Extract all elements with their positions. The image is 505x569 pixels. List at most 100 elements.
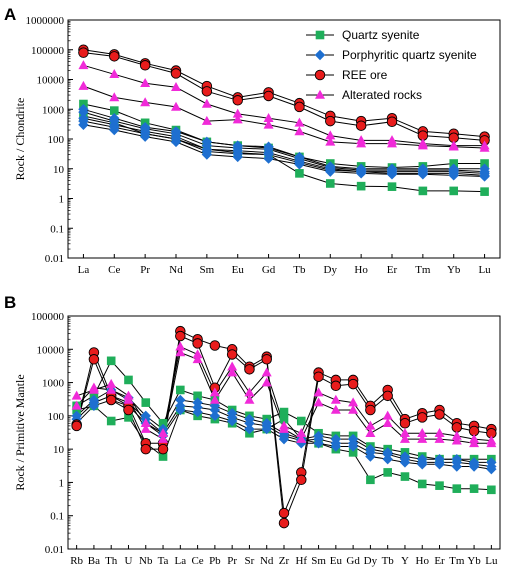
data-point-alterated-rocks: [201, 115, 212, 125]
data-point-quartz-syenite: [387, 182, 397, 191]
data-point-ree-ore: [170, 68, 182, 79]
legend-label: Alterated rocks: [342, 88, 422, 102]
series-line-ree-ore: [83, 52, 485, 141]
legend-item: Alterated rocks: [306, 88, 422, 102]
legend-label: REE ore: [342, 68, 388, 82]
data-point-quartz-syenite: [366, 475, 375, 485]
data-point-alterated-rocks: [451, 430, 462, 440]
data-point-porphyritic-quartz-syenite: [313, 438, 324, 449]
y-tick-label: 10: [53, 164, 65, 176]
data-point-ree-ore: [175, 330, 186, 342]
x-tick-label: Zr: [279, 555, 290, 567]
data-point-alterated-rocks: [448, 141, 459, 151]
data-point-porphyritic-quartz-syenite: [78, 119, 89, 131]
series-markers: [78, 44, 490, 196]
data-point-quartz-syenite: [449, 186, 459, 196]
data-point-alterated-rocks: [71, 400, 82, 410]
data-point-quartz-syenite: [480, 159, 489, 168]
legend-marker: [315, 30, 325, 40]
x-tick-label: Ce: [108, 264, 120, 276]
x-tick-label: Lu: [478, 264, 491, 276]
data-point-quartz-syenite: [279, 407, 289, 417]
data-point-ree-ore: [294, 101, 305, 113]
data-point-alterated-rocks: [192, 354, 203, 364]
data-point-quartz-syenite: [295, 169, 304, 178]
data-point-ree-ore: [399, 417, 411, 429]
data-point-quartz-syenite: [418, 186, 428, 196]
x-tick-label: Gd: [262, 264, 276, 276]
data-point-alterated-rocks: [232, 108, 243, 118]
y-tick-label: 0.01: [45, 544, 64, 556]
data-point-alterated-rocks: [365, 420, 376, 430]
y-tick-label: 1: [59, 477, 65, 489]
data-point-porphyritic-quartz-syenite: [325, 166, 336, 177]
data-point-alterated-rocks: [171, 82, 181, 92]
y-tick-label: 10: [53, 444, 65, 456]
data-point-alterated-rocks: [434, 428, 445, 438]
data-point-alterated-rocks: [486, 438, 497, 448]
data-point-alterated-rocks: [158, 428, 169, 438]
data-point-alterated-rocks: [294, 117, 305, 127]
data-point-ree-ore: [313, 371, 324, 382]
data-point-alterated-rocks: [399, 433, 410, 443]
data-point-porphyritic-quartz-syenite: [232, 151, 243, 163]
x-tick-label: Ta: [158, 555, 169, 567]
data-point-ree-ore: [78, 47, 89, 58]
data-point-quartz-syenite: [79, 99, 88, 109]
data-point-porphyritic-quartz-syenite: [417, 169, 429, 180]
x-tick-label: Ba: [88, 555, 100, 567]
y-tick-label: 1000: [42, 378, 65, 390]
data-point-quartz-syenite: [383, 468, 392, 477]
data-point-alterated-rocks: [140, 78, 151, 88]
x-tick-label: Nd: [169, 264, 183, 276]
y-tick-label: 100: [48, 411, 65, 423]
data-point-quartz-syenite: [449, 159, 459, 168]
data-point-alterated-rocks: [140, 423, 151, 433]
data-point-alterated-rocks: [140, 97, 151, 107]
data-point-alterated-rocks: [158, 433, 169, 443]
data-point-alterated-rocks: [382, 410, 393, 420]
data-point-quartz-syenite: [141, 398, 151, 407]
data-point-quartz-syenite: [176, 385, 185, 395]
data-point-porphyritic-quartz-syenite: [244, 423, 255, 435]
x-tick-label: Ho: [354, 264, 368, 276]
y-tick-label: 100000: [31, 45, 65, 57]
data-point-ree-ore: [434, 409, 445, 420]
data-point-ree-ore: [416, 412, 428, 423]
x-tick-label: Yb: [467, 555, 481, 567]
data-point-ree-ore: [105, 394, 117, 406]
y-axis-title: Rock / Chondrite: [13, 98, 27, 181]
x-tick-label: Er: [434, 555, 445, 567]
x-tick-label: Ho: [416, 555, 430, 567]
data-point-alterated-rocks: [209, 394, 220, 404]
x-tick-label: Tb: [382, 555, 395, 567]
data-point-porphyritic-quartz-syenite: [175, 404, 186, 416]
x-tick-label: Sm: [200, 264, 215, 276]
y-tick-label: 0.01: [45, 253, 64, 265]
data-point-porphyritic-quartz-syenite: [355, 168, 367, 179]
data-point-quartz-syenite: [325, 179, 335, 188]
data-point-quartz-syenite: [452, 484, 462, 493]
data-point-alterated-rocks: [469, 438, 480, 448]
data-point-alterated-rocks: [399, 428, 410, 438]
legend: Quartz syenite Porphyritic quartz syenite…: [306, 28, 477, 102]
legend-item: REE ore: [306, 68, 388, 82]
x-tick-label: Nd: [260, 555, 274, 567]
plot-area: [71, 325, 497, 529]
data-point-quartz-syenite: [109, 106, 119, 115]
data-point-porphyritic-quartz-syenite: [386, 169, 398, 180]
x-axis: La Ce Pr Nd Sm Eu Gd Tb Dy Ho Er Tm Yb Lu: [78, 254, 491, 276]
data-point-quartz-syenite: [356, 181, 366, 191]
legend-marker: [315, 89, 325, 99]
data-point-quartz-syenite: [487, 485, 496, 495]
data-point-alterated-rocks: [78, 60, 89, 70]
data-point-alterated-rocks: [175, 341, 186, 351]
x-tick-label: Tm: [415, 264, 431, 276]
y-tick-label: 0.1: [50, 223, 64, 235]
data-point-porphyritic-quartz-syenite: [88, 400, 100, 412]
data-point-quartz-syenite: [469, 484, 479, 493]
series-markers: [71, 325, 497, 529]
legend-marker: [314, 69, 326, 81]
x-tick-label: Y: [401, 555, 409, 567]
data-point-alterated-rocks: [296, 433, 307, 443]
